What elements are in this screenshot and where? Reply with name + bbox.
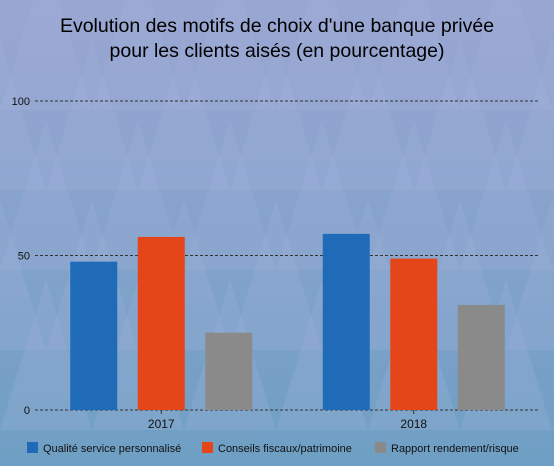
y-tick-label: 0	[24, 405, 30, 417]
background-triangle	[414, 40, 506, 190]
chart-title-line-1: Evolution des motifs de choix d'une banq…	[60, 15, 494, 37]
legend-label: Qualité service personnalisé	[43, 443, 181, 455]
bars	[70, 233, 505, 410]
x-axis-ticks: 2017 2018	[148, 410, 427, 431]
background-pattern	[0, 0, 554, 430]
background-triangle	[276, 0, 368, 110]
gridlines	[35, 100, 540, 411]
legend-item-3[interactable]: Rapport rendement/risque	[375, 442, 519, 455]
bar-2018-2[interactable]	[390, 258, 438, 410]
legend-swatch	[202, 442, 213, 453]
bar-2018-3[interactable]	[457, 304, 505, 410]
background-triangle	[138, 40, 230, 190]
background-triangle	[506, 200, 554, 350]
background-triangle	[0, 200, 46, 350]
x-tick-label: 2017	[148, 417, 175, 431]
y-tick-label: 50	[18, 251, 30, 263]
bar-2018-1[interactable]	[322, 233, 370, 410]
legend[interactable]: Qualité service personnalisé Conseils fis…	[27, 442, 519, 455]
legend-label: Conseils fiscaux/patrimoine	[218, 443, 352, 455]
background-triangle	[230, 40, 322, 190]
bar-2017-3[interactable]	[205, 332, 253, 410]
background-triangle	[230, 200, 322, 350]
legend-label: Rapport rendement/risque	[391, 443, 519, 455]
legend-item-1[interactable]: Qualité service personnalisé	[27, 442, 181, 455]
legend-swatch	[27, 442, 38, 453]
y-tick-label: 100	[12, 96, 30, 108]
bar-2017-1[interactable]	[70, 261, 118, 410]
background-triangle	[92, 0, 184, 110]
background-triangle	[506, 40, 554, 190]
background-triangle	[322, 40, 414, 190]
background-triangle	[0, 120, 92, 270]
background-triangle	[368, 120, 460, 270]
legend-swatch	[375, 442, 386, 453]
background-triangle	[184, 120, 276, 270]
x-tick-label: 2018	[400, 417, 427, 431]
background-triangle	[184, 0, 276, 110]
background-triangle	[92, 120, 184, 270]
background-triangle	[460, 120, 552, 270]
background-triangle	[460, 0, 552, 110]
background-triangle	[276, 120, 368, 270]
bar-2017-2[interactable]	[137, 236, 185, 410]
background-triangle	[368, 0, 460, 110]
background-triangle	[46, 40, 138, 190]
legend-item-2[interactable]: Conseils fiscaux/patrimoine	[202, 442, 352, 455]
background-triangle	[0, 0, 92, 110]
y-axis-ticks: 0 50 100	[12, 96, 30, 417]
background-triangle	[0, 280, 92, 430]
background-triangle	[0, 40, 46, 190]
chart-title-line-2: pour les clients aisés (en pourcentage)	[110, 40, 445, 62]
